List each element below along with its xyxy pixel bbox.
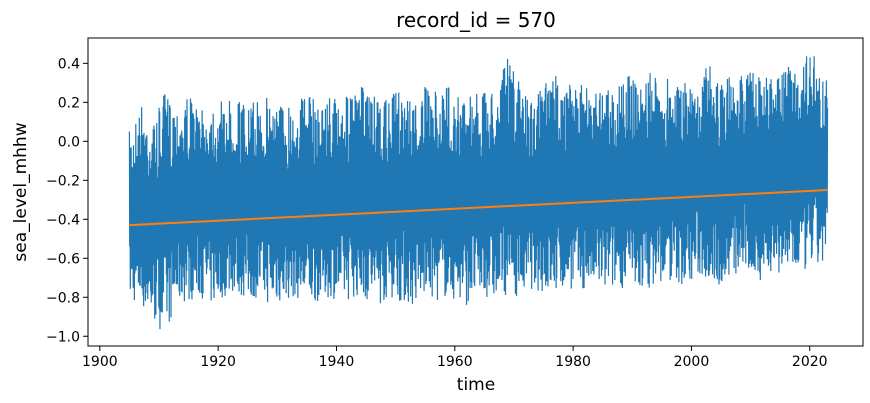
y-tick-label: 0.2 [58, 95, 80, 111]
plot-frame [87, 37, 864, 347]
axis-ticks: 1900 1920 1940 1960 1980 2000 2020 −1.0 −0.8 −0.6… [46, 56, 828, 370]
plot-area [128, 56, 829, 330]
y-axis-label: sea_level_mhhw [11, 122, 31, 261]
y-tick-label: −0.4 [46, 212, 80, 228]
x-tick-label: 1900 [82, 354, 118, 370]
x-axis-label: time [457, 375, 495, 395]
y-tick-label: −0.2 [46, 173, 80, 189]
x-tick-label: 1980 [555, 354, 591, 370]
y-tick-label: 0.4 [58, 56, 80, 72]
y-tick-label: −1.0 [46, 329, 80, 345]
x-tick-label: 1960 [437, 354, 473, 370]
series-line [128, 56, 829, 330]
x-tick-label: 2000 [674, 354, 710, 370]
chart-title: record_id = 570 [396, 8, 556, 32]
x-tick-label: 1920 [200, 354, 236, 370]
y-tick-label: −0.8 [46, 290, 80, 306]
trend-line [129, 189, 828, 227]
y-tick-label: −0.6 [46, 251, 80, 267]
x-tick-label: 2020 [792, 354, 828, 370]
x-tick-label: 1940 [319, 354, 355, 370]
y-tick-label: 0.0 [58, 134, 80, 150]
